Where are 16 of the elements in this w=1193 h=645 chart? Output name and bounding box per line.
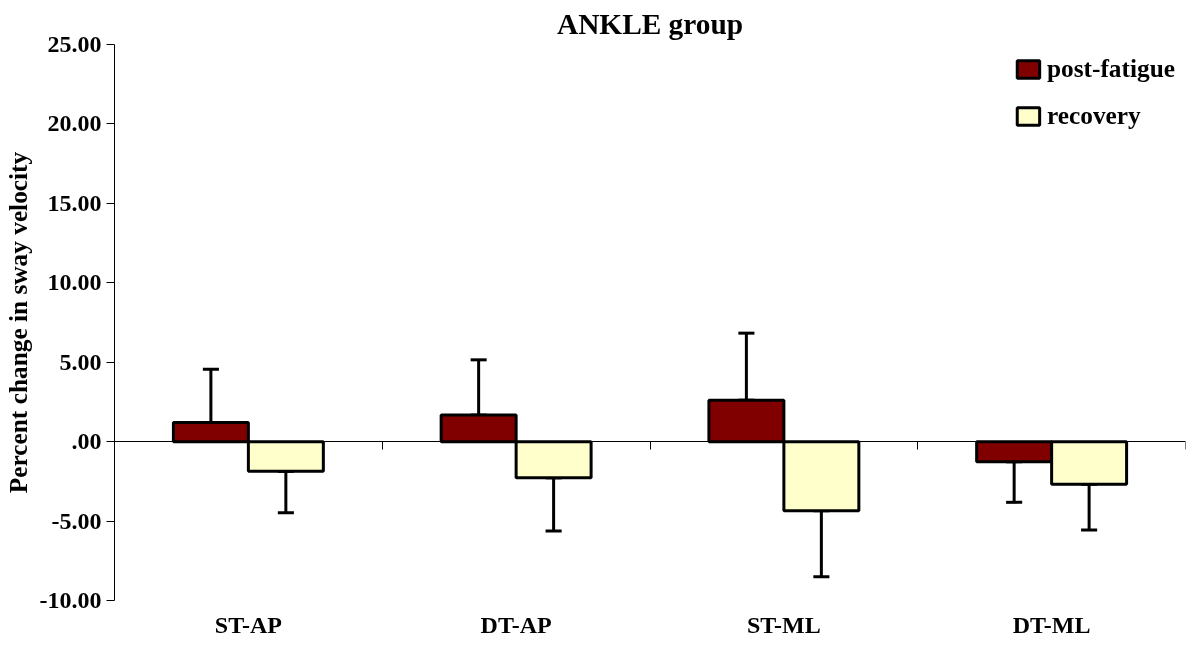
x-tick-label: DT-ML	[1012, 611, 1091, 638]
y-tick-label: 5.00	[59, 348, 102, 375]
x-tick-label: ST-AP	[214, 611, 282, 638]
legend-label: post-fatigue	[1046, 54, 1175, 83]
x-tick-label: ST-ML	[746, 611, 821, 638]
y-tick-label: -10.00	[39, 587, 102, 613]
y-tick-label: -5.00	[51, 507, 102, 534]
x-tick-label: DT-AP	[480, 611, 552, 638]
y-axis-title: Percent change in sway velocity	[3, 151, 32, 494]
y-tick-label: 10.00	[47, 269, 102, 296]
legend-label: recovery	[1046, 101, 1141, 130]
y-tick-label: 25.00	[47, 31, 102, 57]
y-tick-label: 15.00	[47, 189, 102, 216]
chart-title: ANKLE group	[556, 7, 744, 40]
y-tick-label: .00	[71, 428, 102, 455]
y-tick-label: 20.00	[47, 110, 102, 137]
